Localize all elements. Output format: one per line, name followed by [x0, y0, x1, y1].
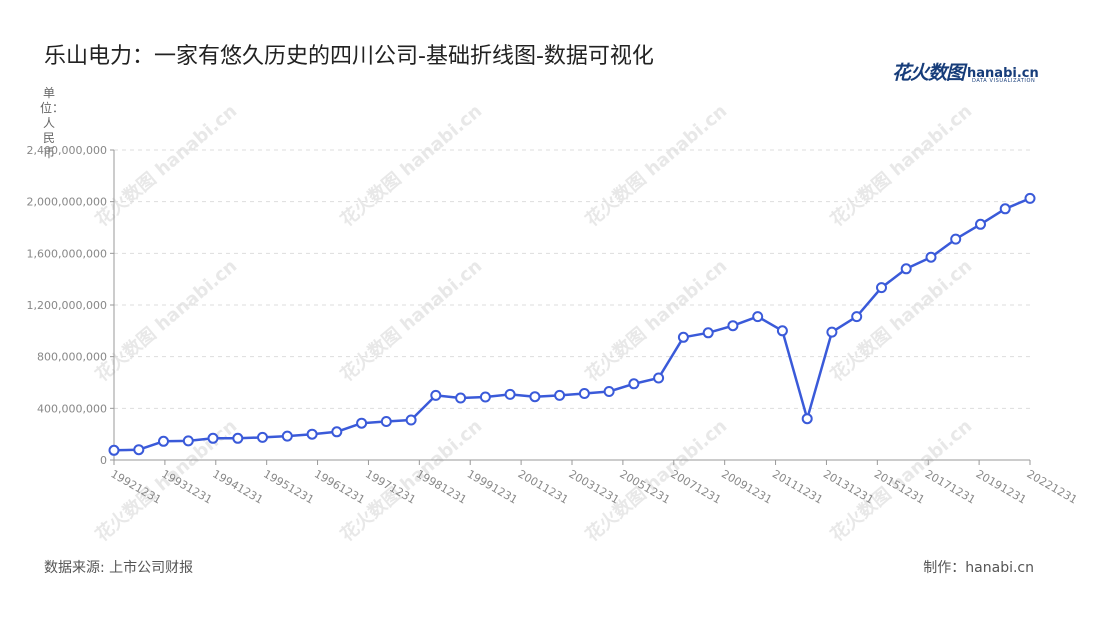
- data-point: [207, 432, 219, 444]
- y-tick-labels: 0 400,000,000 800,000,000 1,200,000,000 1,60…: [27, 144, 107, 467]
- data-point: [356, 417, 368, 429]
- data-point: [801, 413, 813, 425]
- x-tick-label: 20191231: [974, 467, 1029, 506]
- data-point: [603, 386, 615, 397]
- data-point: [133, 444, 145, 456]
- data-point: [158, 435, 169, 447]
- chart-title: 乐山电力：一家有悠久历史的四川公司-基础折线图-数据可视化: [44, 44, 654, 69]
- x-tick-label: 19991231: [465, 467, 520, 506]
- data-point: [281, 430, 293, 442]
- data-point: [554, 389, 566, 401]
- data-point: [331, 426, 343, 438]
- y-tick-label: 0: [100, 454, 107, 467]
- data-point: [306, 428, 318, 440]
- data-point: [232, 432, 244, 444]
- y-tick-label: 1,600,000,000: [27, 247, 107, 260]
- x-tick-label: 20031231: [567, 467, 622, 506]
- data-point: [950, 233, 962, 245]
- data-point: [851, 311, 863, 323]
- data-point: [776, 325, 788, 337]
- data-point: [653, 372, 665, 384]
- data-point: [975, 218, 986, 230]
- x-tick-label: 19951231: [261, 467, 316, 506]
- logo-subtitle: DATA VISUALIZATION: [972, 78, 1036, 84]
- data-point: [504, 388, 516, 400]
- hanabi-logo: 花火数图 hanabi.cn: [892, 58, 1039, 85]
- y-axis-unit-label: 单位：人民币: [40, 86, 65, 160]
- data-point: [628, 378, 640, 390]
- data-point: [900, 263, 912, 275]
- data-point: [752, 311, 764, 323]
- data-point: [479, 391, 491, 403]
- y-tick-label: 2,400,000,000: [27, 144, 107, 157]
- y-tick-label: 800,000,000: [37, 351, 107, 364]
- maker-credit: 制作：hanabi.cn: [923, 560, 1034, 576]
- logo-chinese-text: 花火数图: [892, 62, 965, 84]
- x-tick-label: 20091231: [719, 467, 774, 506]
- x-tick-label: 20011231: [516, 467, 571, 506]
- x-tick-label: 19961231: [312, 467, 367, 506]
- data-point: [430, 389, 442, 401]
- x-tick-label: 20131231: [821, 467, 876, 506]
- data-point: [925, 251, 937, 263]
- data-point: [702, 327, 714, 339]
- data-series: [108, 192, 1036, 456]
- watermark-text: 花火数图 hanabi.cn: [826, 100, 976, 231]
- x-tick-label: 20171231: [923, 467, 978, 506]
- data-point: [578, 388, 590, 399]
- watermark-text: 花火数图 hanabi.cn: [336, 415, 486, 546]
- watermark-text: 花火数图 hanabi.cn: [336, 100, 486, 231]
- y-tick-label: 400,000,000: [37, 402, 107, 415]
- data-point: [108, 444, 120, 456]
- data-point: [380, 416, 392, 427]
- watermark-text: 花火数图 hanabi.cn: [581, 415, 731, 546]
- data-point: [677, 331, 689, 343]
- logo-english-text: hanabi.cn: [967, 66, 1039, 81]
- data-source-note: 数据来源: 上市公司财报: [44, 560, 194, 576]
- x-tick-labels: 1992123119931231199412311995123119961231…: [109, 467, 1080, 506]
- data-point: [1024, 192, 1036, 204]
- gridlines: [114, 149, 1030, 409]
- x-tick-label: 20111231: [770, 467, 825, 506]
- axes: [110, 149, 1031, 465]
- data-point: [455, 392, 467, 404]
- watermark-text: 花火数图 hanabi.cn: [581, 100, 731, 231]
- watermark-text: 花火数图 hanabi.cn: [336, 255, 486, 386]
- data-point: [876, 282, 887, 294]
- data-point: [257, 431, 268, 443]
- x-tick-label: 19981231: [414, 467, 469, 506]
- y-tick-label: 1,200,000,000: [27, 299, 107, 312]
- data-point: [727, 320, 739, 332]
- x-tick-label: 19941231: [210, 467, 265, 506]
- data-point: [826, 326, 838, 338]
- x-tick-label: 20221231: [1025, 467, 1080, 506]
- data-point: [529, 391, 541, 403]
- watermark-text: 花火数图 hanabi.cn: [581, 255, 731, 386]
- data-point: [405, 414, 417, 426]
- x-tick-label: 20071231: [668, 467, 723, 506]
- data-point: [182, 435, 194, 447]
- y-tick-label: 2,000,000,000: [27, 196, 107, 209]
- data-point: [999, 203, 1011, 215]
